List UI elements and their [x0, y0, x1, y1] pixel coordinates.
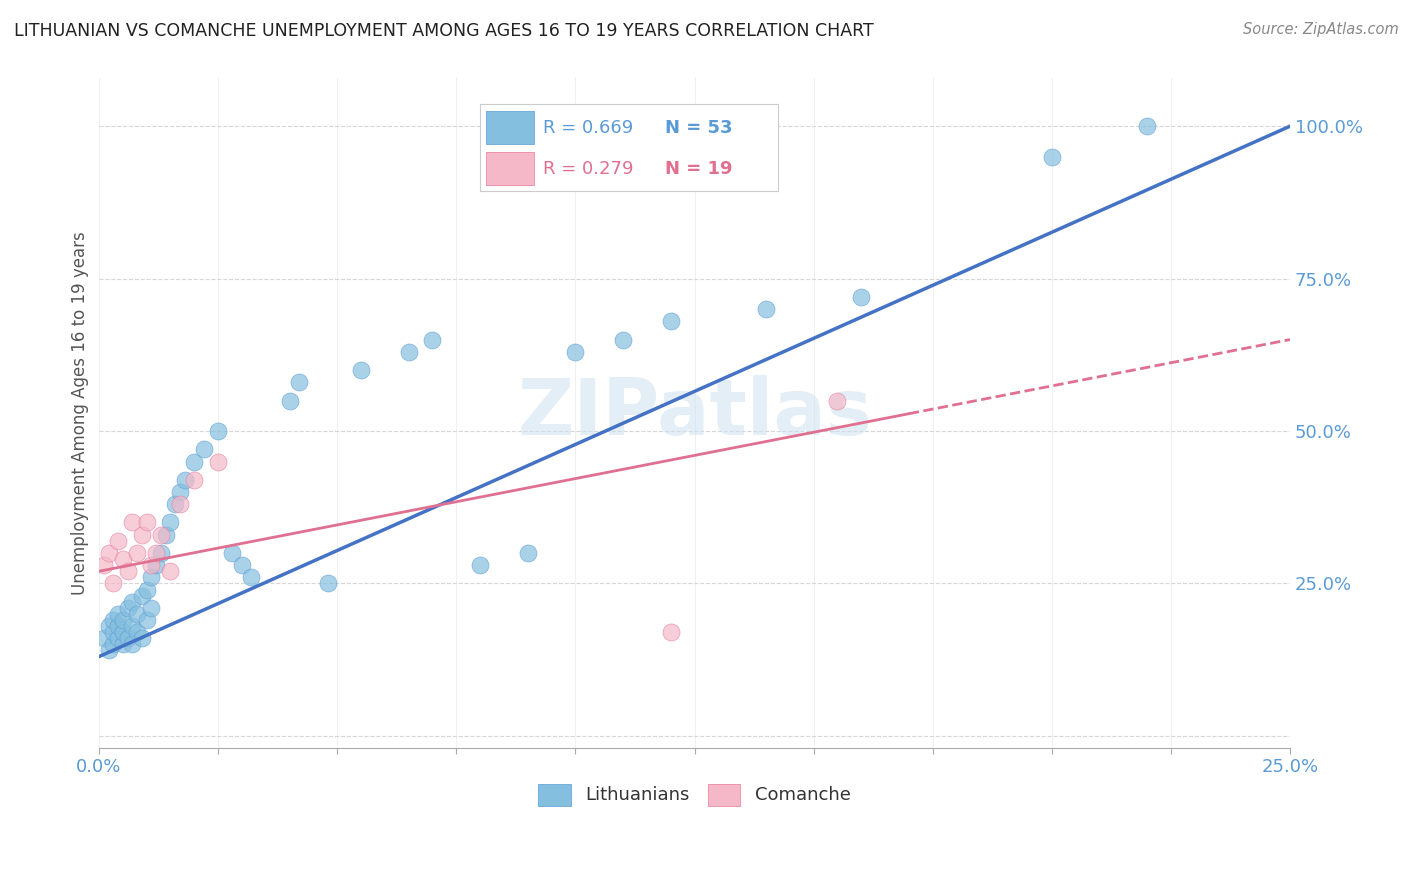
Point	[468, 558, 491, 573]
Point	[316, 576, 339, 591]
Point	[422, 333, 444, 347]
Y-axis label: Unemployment Among Ages 16 to 19 years: Unemployment Among Ages 16 to 19 years	[72, 231, 89, 595]
Point	[107, 619, 129, 633]
Text: LITHUANIAN VS COMANCHE UNEMPLOYMENT AMONG AGES 16 TO 19 YEARS CORRELATION CHART: LITHUANIAN VS COMANCHE UNEMPLOYMENT AMON…	[14, 22, 873, 40]
Point	[131, 527, 153, 541]
Point	[398, 344, 420, 359]
Point	[207, 454, 229, 468]
Point	[183, 454, 205, 468]
Point	[155, 527, 177, 541]
Point	[564, 344, 586, 359]
Text: Source: ZipAtlas.com: Source: ZipAtlas.com	[1243, 22, 1399, 37]
Point	[1040, 150, 1063, 164]
Point	[145, 558, 167, 573]
Point	[111, 552, 134, 566]
Point	[117, 600, 139, 615]
Point	[165, 497, 187, 511]
Point	[103, 613, 125, 627]
Point	[117, 564, 139, 578]
Point	[149, 527, 172, 541]
Point	[755, 302, 778, 317]
Point	[135, 582, 157, 597]
Point	[141, 600, 163, 615]
Point	[183, 473, 205, 487]
Point	[107, 632, 129, 646]
Point	[121, 637, 143, 651]
Point	[131, 589, 153, 603]
Point	[278, 393, 301, 408]
Point	[93, 558, 115, 573]
Point	[117, 632, 139, 646]
Point	[659, 314, 682, 328]
Point	[827, 393, 849, 408]
Point	[135, 516, 157, 530]
Point	[127, 546, 149, 560]
Point	[121, 516, 143, 530]
Point	[121, 595, 143, 609]
Point	[141, 558, 163, 573]
Point	[149, 546, 172, 560]
Point	[111, 613, 134, 627]
Text: ZIPatlas: ZIPatlas	[517, 375, 872, 450]
Point	[516, 546, 538, 560]
Point	[111, 637, 134, 651]
Point	[121, 619, 143, 633]
Point	[159, 516, 181, 530]
Point	[93, 632, 115, 646]
Legend: Lithuanians, Comanche: Lithuanians, Comanche	[531, 776, 858, 813]
Point	[1136, 119, 1159, 133]
Point	[659, 625, 682, 640]
Point	[111, 625, 134, 640]
Point	[173, 473, 195, 487]
Point	[97, 619, 120, 633]
Point	[159, 564, 181, 578]
Point	[231, 558, 253, 573]
Point	[350, 363, 373, 377]
Point	[97, 643, 120, 657]
Point	[103, 625, 125, 640]
Point	[288, 376, 311, 390]
Point	[107, 607, 129, 621]
Point	[135, 613, 157, 627]
Point	[851, 290, 873, 304]
Point	[127, 625, 149, 640]
Point	[240, 570, 263, 584]
Point	[127, 607, 149, 621]
Point	[103, 637, 125, 651]
Point	[612, 333, 634, 347]
Point	[141, 570, 163, 584]
Point	[169, 497, 191, 511]
Point	[131, 632, 153, 646]
Point	[207, 424, 229, 438]
Point	[107, 533, 129, 548]
Point	[221, 546, 243, 560]
Point	[103, 576, 125, 591]
Point	[145, 546, 167, 560]
Point	[97, 546, 120, 560]
Point	[193, 442, 215, 457]
Point	[169, 485, 191, 500]
